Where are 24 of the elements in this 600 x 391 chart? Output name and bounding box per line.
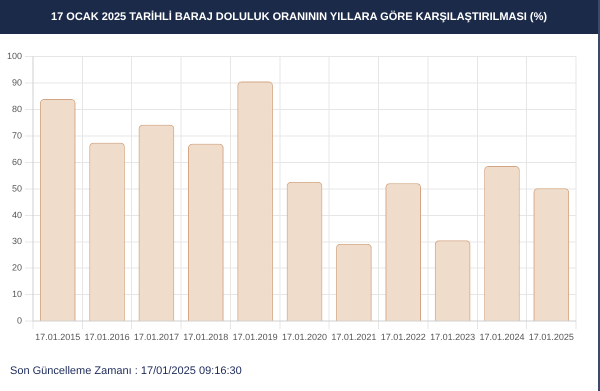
- y-tick-label: 10: [12, 289, 22, 300]
- text: Son Güncelleme Zamanı : 17/01/2025 09:16:30: [10, 365, 242, 377]
- x-tick-label: 17.01.2023: [430, 332, 476, 342]
- y-tick-label: 50: [12, 183, 22, 194]
- y-tick-label: 20: [12, 262, 22, 273]
- y-tick-label: 30: [12, 236, 22, 246]
- x-tick-label: 17.01.2015: [35, 332, 80, 342]
- y-tick-label: 80: [12, 104, 22, 114]
- y-tick-label: 60: [12, 156, 22, 167]
- x-tick-label: 17.01.2021: [331, 332, 376, 342]
- x-tick-label: 17.01.2022: [380, 332, 426, 342]
- y-tick-label: 40: [12, 210, 22, 220]
- x-tick-label: 17.01.2016: [84, 332, 130, 342]
- x-tick-label: 17.01.2019: [232, 332, 278, 342]
- x-tick-label: 17.01.2020: [282, 332, 328, 342]
- y-tick-label: 90: [12, 77, 22, 88]
- chart-title: 17 OCAK 2025 TARİHLİ BARAJ DOLULUK ORANININ YILLARA GÖRE KARŞILAŞTIRILMASI (%): [0, 0, 598, 34]
- y-tick-label: 0: [17, 316, 22, 326]
- x-tick-label: 17.01.2025: [528, 332, 574, 342]
- y-tick-label: 100: [6, 50, 22, 61]
- x-tick-label: 17.01.2018: [183, 332, 228, 342]
- x-tick-label: 17.01.2017: [134, 332, 179, 342]
- y-tick-label: 70: [12, 130, 22, 140]
- x-tick-label: 17.01.2024: [479, 332, 524, 342]
